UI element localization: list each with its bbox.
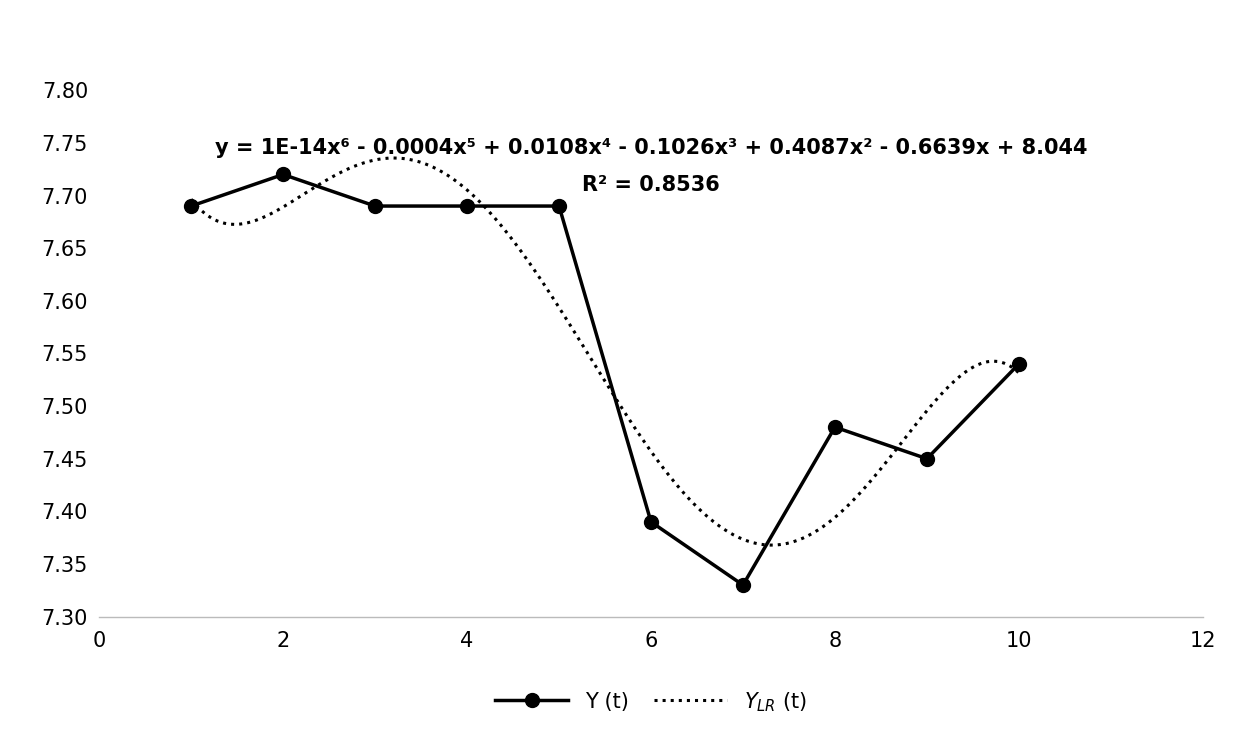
Text: y = 1E-14x⁶ - 0.0004x⁵ + 0.0108x⁴ - 0.1026x³ + 0.4087x² - 0.6639x + 8.044: y = 1E-14x⁶ - 0.0004x⁵ + 0.0108x⁴ - 0.10… xyxy=(215,138,1087,158)
Text: R² = 0.8536: R² = 0.8536 xyxy=(582,175,720,195)
Legend: Y (t), $Y_{LR}$ (t): Y (t), $Y_{LR}$ (t) xyxy=(487,682,815,722)
